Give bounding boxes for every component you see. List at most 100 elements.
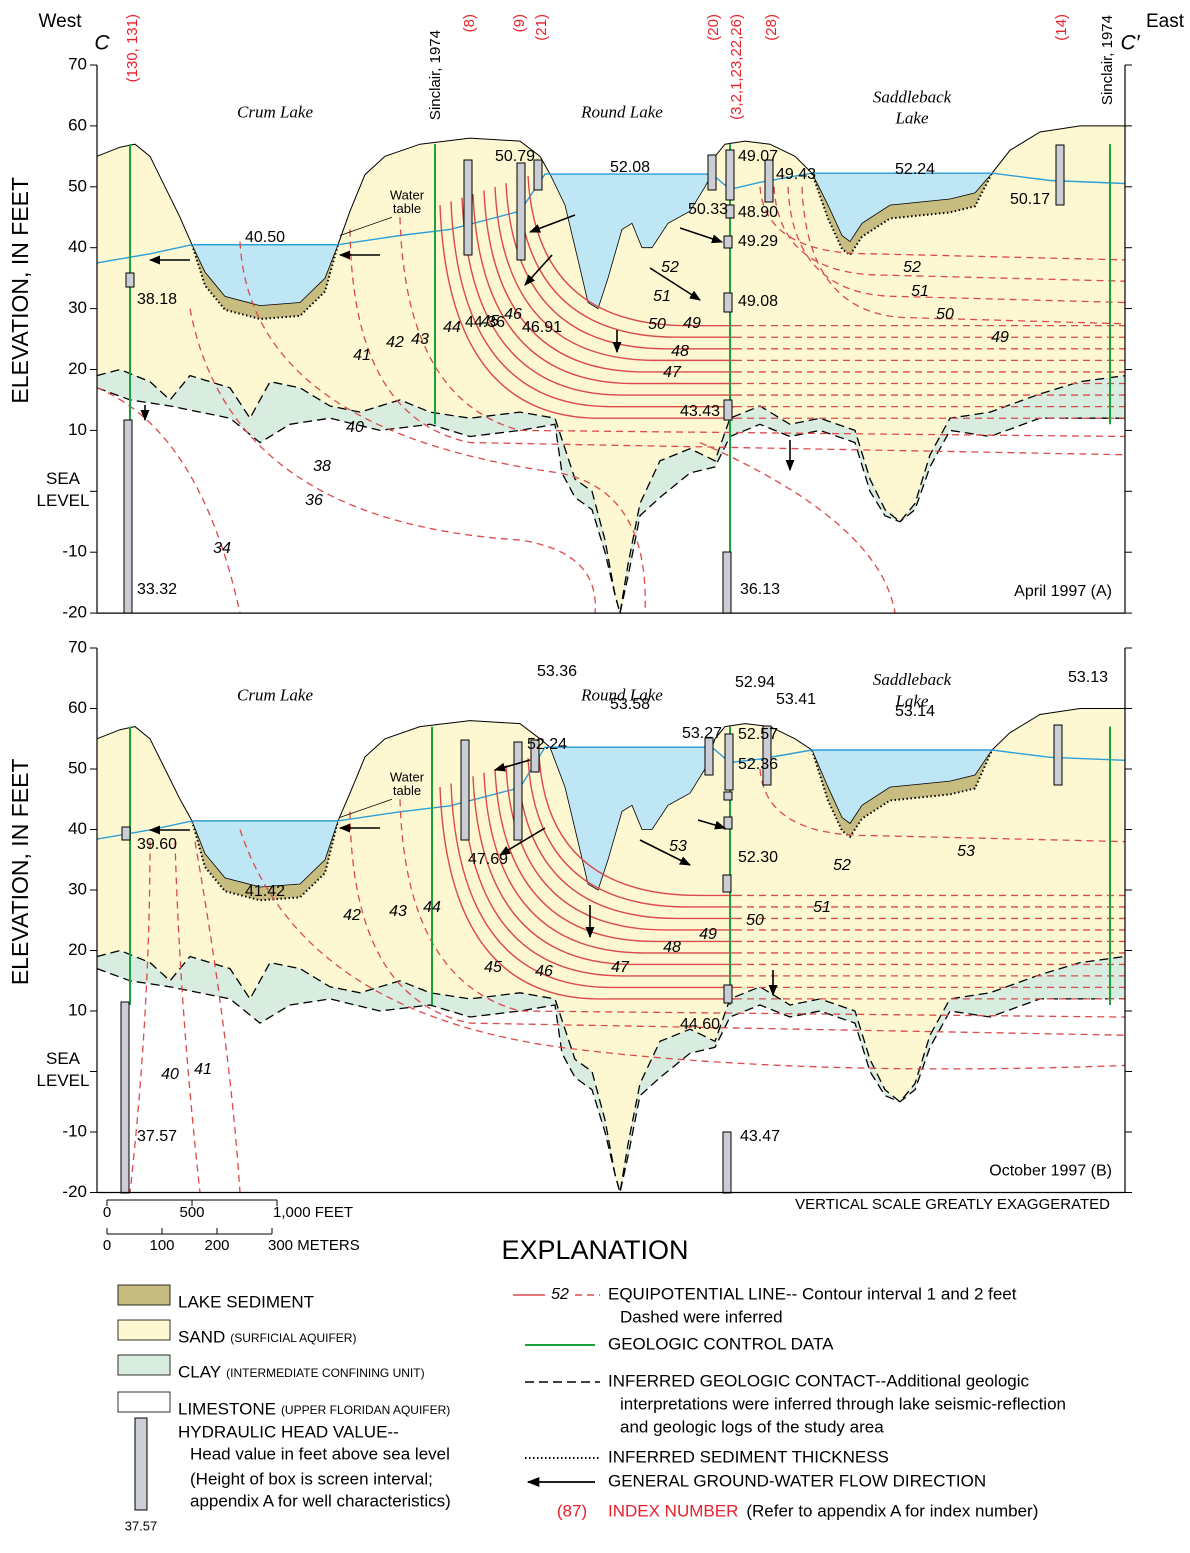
head-value: 50.17 [1010,191,1050,208]
legend-swatch [118,1392,170,1412]
contour-label: 34 [213,540,231,557]
contour-label: 43 [389,903,407,920]
lake-level: 40.50 [245,229,285,246]
lake-level: 41.42 [245,883,285,900]
scale-label: 300 METERS [268,1237,360,1254]
head-value: 48.90 [738,204,778,221]
head-value: 53.41 [776,691,816,708]
well-screen [1054,725,1062,785]
legend-sublabel: (INTERMEDIATE CONFINING UNIT) [226,1366,424,1380]
well-screen [724,400,732,420]
section-end: C [94,32,110,55]
well-screen [464,160,472,255]
legend-label: Head value in feet above sea level [190,1444,450,1463]
legend-label: GENERAL GROUND-WATER FLOW DIRECTION [608,1471,986,1490]
well-screen [1056,145,1064,205]
sinclair-label: Sinclair, 1974 [427,30,444,120]
contour-label: 49 [991,329,1009,346]
well-screen [765,160,773,202]
well-screen [121,1002,129,1193]
y-tick-label: -20 [62,603,87,622]
well-screen [514,742,522,840]
well-screen [723,1132,731,1193]
contour-label: 41 [194,1061,212,1078]
head-value: 50.33 [688,201,728,218]
y-tick-label: -10 [62,1121,87,1140]
direction-label: East [1146,11,1185,32]
head-value: 53.13 [1068,669,1108,686]
contour-label: 46 [535,963,553,980]
well-screen [726,150,734,200]
y-tick-label: 40 [68,237,87,256]
head-value: 53.36 [537,663,577,680]
head-value: 49.29 [738,233,778,250]
y-axis-title: ELEVATION, IN FEET [7,759,33,986]
lake-level: 52.24 [895,161,935,178]
y-tick-label: 30 [68,298,87,317]
y-tick-label: 30 [68,879,87,898]
legend-swatch [118,1320,170,1340]
contour-label: 45 [481,313,499,330]
contour-label: 50 [746,912,764,929]
scale-label: 1,000 FEET [273,1204,353,1221]
contour-label: 49 [699,926,717,943]
contour-label: 46 [504,306,522,323]
y-tick-label: 70 [68,54,87,73]
head-value: 49.08 [738,293,778,310]
water-table-label: table [393,201,421,216]
contour-label: 42 [386,334,404,351]
legend-label: Dashed were inferred [620,1307,783,1326]
contour-label: 50 [936,306,954,323]
y-axis-title: ELEVATION, IN FEET [7,177,33,404]
contour-label: 49 [683,315,701,332]
head-value: 52.30 [738,849,778,866]
head-value: 43.47 [740,1128,780,1145]
head-value: 38.18 [137,291,177,308]
cross-section-figure: 70605040302010-10-20SEALEVELELEVATION, I… [0,0,1190,1553]
scale-label: 0 [103,1237,111,1254]
contour-label: 40 [161,1066,179,1083]
legend-sublabel: (UPPER FLORIDAN AQUIFER) [281,1403,450,1417]
y-tick-label: 60 [68,115,87,134]
head-value: 36.13 [740,581,780,598]
contour-label: 53 [669,838,687,855]
well-screen [122,827,130,840]
sea-level-label: SEA [46,469,81,488]
contour-label: 51 [813,899,831,916]
contour-label: 52 [903,259,921,276]
sinclair-label: Sinclair, 1974 [1099,15,1116,105]
head-value: 44.60 [680,1016,720,1033]
lake-level: 53.58 [610,696,650,713]
lake-name: Crum Lake [237,103,313,122]
contour-label: 40 [346,419,364,436]
legend-label: HYDRAULIC HEAD VALUE-- [178,1422,399,1441]
y-tick-label: 70 [68,637,87,656]
head-value: 33.32 [137,581,177,598]
lake-name: Crum Lake [237,685,313,704]
legend-label: (Refer to appendix A for index number) [746,1501,1038,1520]
contour-label: 48 [671,343,689,360]
explanation-title: EXPLANATION [501,1235,688,1265]
contour-label: 45 [484,959,502,976]
legend-label: INDEX NUMBER [608,1501,738,1520]
well-screen [724,792,732,800]
head-value: 52.24 [527,736,567,753]
index-number: (20) [705,14,722,41]
well-screen [724,236,732,248]
panel-date: April 1997 (A) [1014,583,1112,600]
scale-label: 100 [149,1237,174,1254]
contour-label: 52 [661,259,679,276]
index-number: (21) [533,14,550,41]
direction-label: West [39,11,83,32]
well-screen [705,738,713,775]
contour-label: 47 [611,959,630,976]
index-number: (8) [461,14,478,32]
sea-level-label: LEVEL [37,491,90,510]
contour-label: 48 [663,939,681,956]
legend-label: GEOLOGIC CONTROL DATA [608,1334,834,1353]
contour-label: 42 [343,907,361,924]
y-tick-label: 10 [68,1000,87,1019]
lake-name: Saddleback [873,670,952,689]
head-value: 37.57 [137,1128,177,1145]
legend-sample: 52 [551,1286,569,1303]
